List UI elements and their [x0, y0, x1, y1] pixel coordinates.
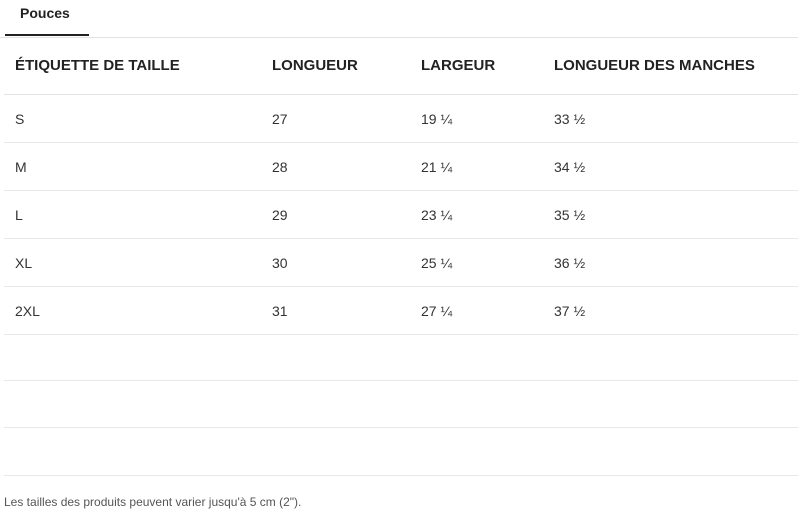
- table-row: 2XL 31 27 ¼ 37 ½: [4, 286, 798, 335]
- header-width: LARGEUR: [410, 37, 543, 95]
- cell-size: S: [4, 94, 261, 143]
- cell-length: 30: [261, 238, 410, 287]
- tab-pouces[interactable]: Pouces: [5, 0, 89, 36]
- cell-length: 29: [261, 190, 410, 239]
- cell-size: L: [4, 190, 261, 239]
- cell-sleeve-length: 36 ½: [543, 238, 798, 287]
- cell-length: 27: [261, 94, 410, 143]
- cell-width: 25 ¼: [410, 238, 543, 287]
- cell-sleeve-length: 33 ½: [543, 94, 798, 143]
- table-row: S 27 19 ¼ 33 ½: [4, 94, 798, 143]
- cell-width: 23 ¼: [410, 190, 543, 239]
- cell-size: 2XL: [4, 286, 261, 335]
- cell-length: 28: [261, 142, 410, 191]
- cell-width: 27 ¼: [410, 286, 543, 335]
- empty-row-divider: [4, 475, 798, 476]
- header-length: LONGUEUR: [261, 37, 410, 95]
- empty-row-divider: [4, 380, 798, 381]
- table-row: XL 30 25 ¼ 36 ½: [4, 238, 798, 287]
- cell-width: 21 ¼: [410, 142, 543, 191]
- cell-sleeve-length: 35 ½: [543, 190, 798, 239]
- cell-size: M: [4, 142, 261, 191]
- size-chart-table: ÉTIQUETTE DE TAILLE LONGUEUR LARGEUR LON…: [4, 37, 798, 335]
- header-sleeve-length: LONGUEUR DES MANCHES: [543, 37, 798, 95]
- empty-row-divider: [4, 427, 798, 428]
- header-size-label: ÉTIQUETTE DE TAILLE: [4, 37, 261, 95]
- cell-size: XL: [4, 238, 261, 287]
- table-row: M 28 21 ¼ 34 ½: [4, 142, 798, 191]
- unit-tab-bar: Pouces: [0, 0, 798, 38]
- table-header-row: ÉTIQUETTE DE TAILLE LONGUEUR LARGEUR LON…: [4, 37, 798, 95]
- table-row: L 29 23 ¼ 35 ½: [4, 190, 798, 239]
- size-variation-note: Les tailles des produits peuvent varier …: [4, 495, 302, 509]
- cell-length: 31: [261, 286, 410, 335]
- cell-width: 19 ¼: [410, 94, 543, 143]
- cell-sleeve-length: 34 ½: [543, 142, 798, 191]
- cell-sleeve-length: 37 ½: [543, 286, 798, 335]
